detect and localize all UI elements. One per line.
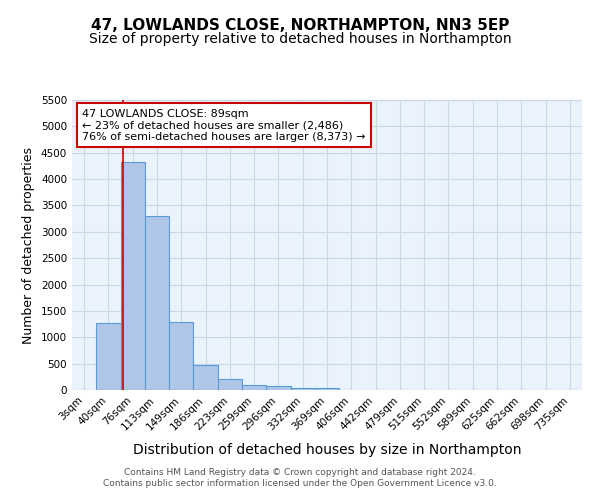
Bar: [242, 386, 266, 390]
Bar: [169, 322, 193, 390]
Text: 47 LOWLANDS CLOSE: 89sqm
← 23% of detached houses are smaller (2,486)
76% of sem: 47 LOWLANDS CLOSE: 89sqm ← 23% of detach…: [82, 108, 366, 142]
Bar: [266, 386, 290, 390]
Bar: [193, 364, 218, 390]
X-axis label: Distribution of detached houses by size in Northampton: Distribution of detached houses by size …: [133, 443, 521, 457]
Y-axis label: Number of detached properties: Number of detached properties: [22, 146, 35, 344]
Text: 47, LOWLANDS CLOSE, NORTHAMPTON, NN3 5EP: 47, LOWLANDS CLOSE, NORTHAMPTON, NN3 5EP: [91, 18, 509, 32]
Text: Size of property relative to detached houses in Northampton: Size of property relative to detached ho…: [89, 32, 511, 46]
Bar: [315, 388, 339, 390]
Bar: [121, 162, 145, 390]
Bar: [290, 388, 315, 390]
Text: Contains HM Land Registry data © Crown copyright and database right 2024.
Contai: Contains HM Land Registry data © Crown c…: [103, 468, 497, 487]
Bar: [218, 379, 242, 390]
Bar: [145, 216, 169, 390]
Bar: [96, 323, 121, 390]
